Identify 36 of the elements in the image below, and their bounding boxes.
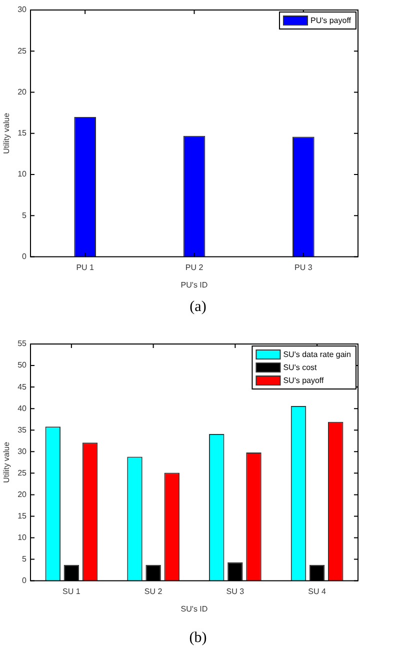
x-tick-label: PU 3 — [294, 262, 313, 272]
y-tick-label: 20 — [18, 87, 28, 96]
x-tick-label: SU 3 — [226, 586, 245, 596]
x-tick-label: PU 1 — [76, 262, 95, 272]
y-tick-label: 5 — [22, 210, 28, 220]
y-tick-label: 50 — [18, 360, 28, 370]
x-tick-label: SU 4 — [308, 586, 326, 596]
y-tick-label: 10 — [18, 532, 28, 542]
y-tick-label: 35 — [18, 425, 28, 434]
y-tick-label: 30 — [18, 5, 28, 14]
x-axis-title: SU's ID — [180, 604, 208, 614]
x-tick-label: SU 2 — [144, 586, 163, 596]
y-tick-label: 20 — [18, 490, 28, 499]
y-axis-title: Utility value — [2, 441, 12, 483]
y-tick-label: 55 — [18, 339, 28, 348]
y-tick-label: 25 — [18, 46, 28, 56]
y-tick-label: 0 — [22, 576, 28, 586]
y-tick-label: 10 — [18, 170, 28, 179]
y-tick-label: 45 — [18, 382, 28, 392]
x-tick-label: SU 1 — [62, 586, 81, 596]
y-tick-label: 25 — [18, 468, 28, 478]
y-tick-label: 5 — [22, 554, 28, 564]
text: (b) — [188, 629, 208, 648]
legend-label: PU's payoff — [310, 16, 352, 26]
x-tick-label: PU 2 — [185, 262, 204, 272]
y-tick-label: 40 — [18, 404, 28, 413]
y-tick-label: 0 — [22, 252, 28, 262]
legend-label: SU's data rate gain — [283, 350, 352, 360]
legend-label: SU's cost — [283, 363, 318, 372]
y-axis-title: Utility value — [2, 112, 12, 154]
text: (a) — [188, 298, 208, 317]
y-tick-label: 30 — [18, 446, 28, 456]
legend-label: SU's payoff — [283, 376, 324, 386]
x-axis-title: PU's ID — [180, 280, 208, 290]
y-tick-label: 15 — [18, 128, 28, 138]
y-tick-label: 15 — [18, 511, 28, 520]
